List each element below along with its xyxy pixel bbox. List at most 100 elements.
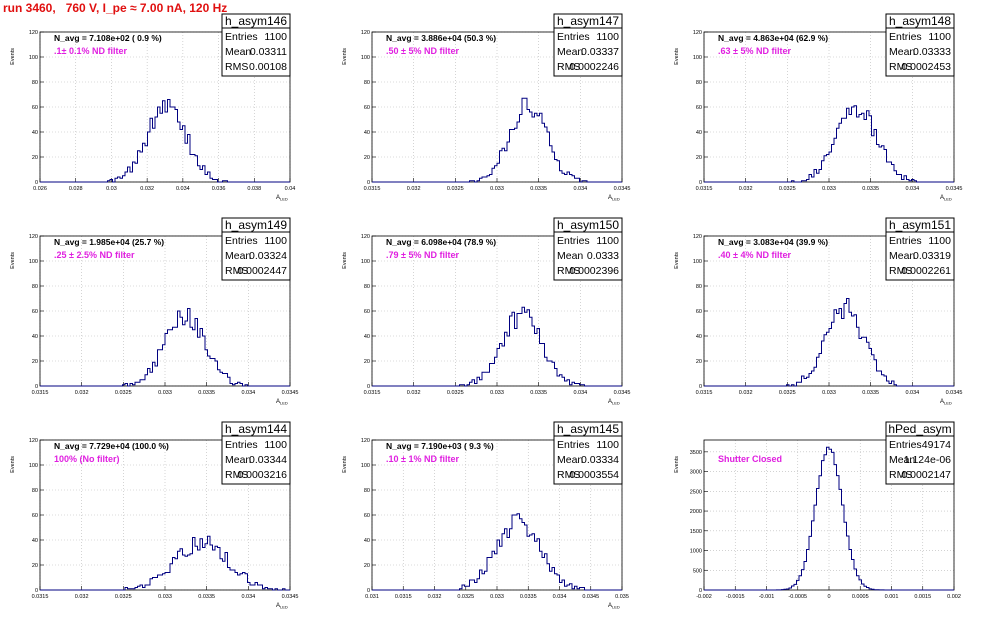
y-tick-label: 1000 <box>690 549 702 555</box>
n-avg-annotation: N_avg = 7.729e+04 (100.0 %) <box>54 441 169 451</box>
stats-entries-value: 1100 <box>596 439 619 451</box>
n-avg-annotation: N_avg = 6.098e+04 (78.9 %) <box>386 237 496 247</box>
y-tick-label: 120 <box>693 30 702 36</box>
x-tick-label: 0.0345 <box>282 390 299 396</box>
x-axis-label: ALED <box>940 399 952 406</box>
y-tick-label: 20 <box>364 563 370 569</box>
stats-rms-label: RMS <box>557 469 580 481</box>
stats-title: h_asym147 <box>557 14 619 28</box>
stats-box-frame <box>221 217 291 281</box>
y-tick-label: 1500 <box>690 529 702 535</box>
x-tick-label: 0.032 <box>428 594 442 600</box>
x-tick-label: 0.0325 <box>447 390 464 396</box>
stats-box: h_asym149 Entries 1100 Mean0.03324RMS0.0002… <box>221 217 291 281</box>
stats-mean-value: 0.03333 <box>913 46 951 58</box>
n-avg-annotation: N_avg = 7.108e+02 ( 0.9 %) <box>54 33 162 43</box>
histogram-panel-hPed_asym: -0.002 -0.0015 -0.001 -0.0005 0 0.0005 0.001 0.… <box>674 421 961 600</box>
histogram-curve <box>372 306 622 387</box>
stats-entries-value: 1100 <box>596 235 619 247</box>
stats-mean-label: Mean <box>889 454 915 466</box>
y-tick-label: 100 <box>693 259 702 265</box>
stats-box-frame <box>221 421 291 485</box>
stats-box: h_asym150 Entries 1100 Mean 0.0333 RMS0.00023… <box>553 217 623 281</box>
x-tick-label: 0 <box>827 594 830 600</box>
x-tick-label: 0.0015 <box>914 594 931 600</box>
y-tick-label: 120 <box>693 234 702 240</box>
x-axis-label: ALED <box>276 603 288 610</box>
x-tick-label: 0.0315 <box>32 594 49 600</box>
stats-box-frame <box>221 13 291 77</box>
stats-mean-label: Mean <box>557 46 583 58</box>
stats-mean-value: 0.03319 <box>913 250 951 262</box>
x-tick-label: -0.0005 <box>788 594 807 600</box>
x-tick-label: 0.0345 <box>282 594 299 600</box>
x-tick-label: 0.0335 <box>862 390 879 396</box>
x-tick-label: 0.032 <box>140 186 154 192</box>
histogram-panel-h_asym148: 0.0315 0.032 0.0325 0.033 0.0335 0.034 0.0345 0… <box>674 13 962 202</box>
histogram-panel-h_asym147: 0.0315 0.032 0.0325 0.033 0.0335 0.034 0.0345 0… <box>342 13 630 202</box>
y-axis-label: Events <box>674 252 680 269</box>
stats-mean-value: 1.124e-06 <box>904 454 951 466</box>
x-tick-label: 0.033 <box>490 390 504 396</box>
y-tick-label: 80 <box>364 80 370 86</box>
y-tick-label: 0 <box>367 384 370 390</box>
plot-frame <box>703 439 955 591</box>
y-axis-label: Events <box>10 456 16 473</box>
x-tick-label: 0.034 <box>905 186 919 192</box>
y-tick-label: 100 <box>693 55 702 61</box>
x-tick-label: 0.0335 <box>530 390 547 396</box>
x-axis-label: ALED <box>276 399 288 406</box>
stats-box: h_asym148 Entries 1100 Mean0.03333RMS0.0002… <box>885 13 955 77</box>
stats-rms-value: 0.00108 <box>249 61 287 73</box>
histogram-curve <box>372 513 622 591</box>
y-tick-label: 40 <box>32 334 38 340</box>
x-tick-label: 0.033 <box>158 594 172 600</box>
y-tick-label: 20 <box>696 359 702 365</box>
y-tick-label: 20 <box>32 563 38 569</box>
stats-title: h_asym150 <box>557 218 619 232</box>
y-axis-label: Events <box>674 48 680 65</box>
x-tick-label: 0.0335 <box>530 186 547 192</box>
x-tick-label: 0.034 <box>241 390 255 396</box>
y-tick-label: 120 <box>29 234 38 240</box>
y-tick-label: 120 <box>361 438 370 444</box>
x-tick-label: 0.032 <box>407 390 421 396</box>
y-tick-label: 40 <box>364 538 370 544</box>
x-tick-label: 0.032 <box>739 186 753 192</box>
x-tick-label: 0.033 <box>822 390 836 396</box>
y-axis-label: Events <box>674 456 680 473</box>
filter-annotation: .50 ± 5% ND filter <box>386 46 459 56</box>
x-tick-label: 0.031 <box>365 594 379 600</box>
stats-rms-value: 0.0002246 <box>569 61 619 73</box>
x-tick-label: 0.0325 <box>779 390 796 396</box>
y-tick-label: 20 <box>32 155 38 161</box>
stats-title: h_asym148 <box>889 14 951 28</box>
stats-entries-value: 1100 <box>596 31 619 43</box>
x-tick-label: 0.033 <box>158 390 172 396</box>
y-tick-label: 2000 <box>690 509 702 515</box>
n-avg-annotation: N_avg = 3.083e+04 (39.9 %) <box>718 237 828 247</box>
x-tick-label: 0.032 <box>407 186 421 192</box>
histogram-panel-h_asym144: 0.0315 0.032 0.0325 0.033 0.0335 0.034 0.0345 0… <box>10 421 299 610</box>
x-tick-label: 0.034 <box>573 390 587 396</box>
stats-rms-label: RMS <box>225 265 248 277</box>
y-tick-label: 60 <box>32 309 38 315</box>
stats-box: h_asym145 Entries 1100 Mean0.03334RMS0.0003… <box>553 421 623 485</box>
x-tick-label: 0.001 <box>885 594 899 600</box>
stats-box: h_asym147 Entries 1100 Mean0.03337RMS0.0002… <box>553 13 623 77</box>
stats-rms-value: 0.0002447 <box>237 265 287 277</box>
plot-frame <box>371 235 623 387</box>
x-tick-label: 0.032 <box>75 594 89 600</box>
stats-rms-value: 0.0002453 <box>901 61 951 73</box>
filter-annotation: .63 ± 5% ND filter <box>718 46 791 56</box>
x-tick-label: 0.0345 <box>614 390 631 396</box>
stats-box-frame <box>885 13 955 77</box>
stats-mean-label: Mean <box>557 250 583 262</box>
x-tick-label: 0.0315 <box>32 390 49 396</box>
x-tick-label: 0.032 <box>75 390 89 396</box>
y-tick-label: 80 <box>364 284 370 290</box>
y-tick-label: 20 <box>364 359 370 365</box>
plot-frame <box>39 31 291 183</box>
y-tick-label: 60 <box>32 513 38 519</box>
x-tick-label: 0.0325 <box>115 390 132 396</box>
